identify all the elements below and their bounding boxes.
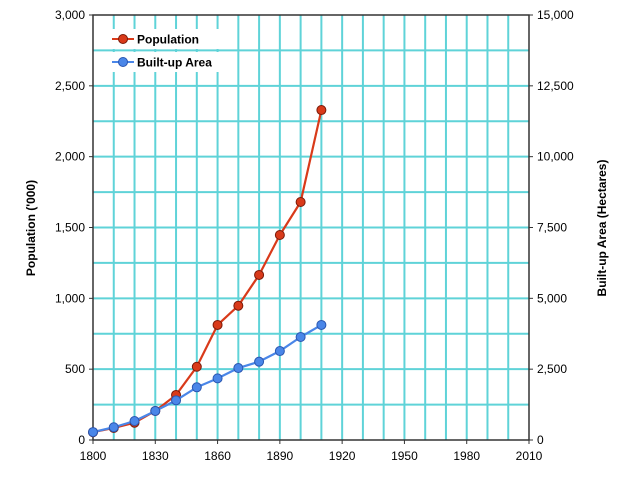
x-tick-label: 1800 [80, 449, 107, 463]
data-point [129, 416, 140, 427]
legend-marker [118, 34, 128, 44]
legend-marker [118, 57, 128, 67]
legend-label: Population [137, 33, 199, 47]
data-point [171, 395, 182, 406]
y-axis-label: Population ('000) [24, 180, 38, 276]
y-tick-label: 0 [78, 433, 85, 447]
legend-bg [110, 52, 235, 72]
data-point [274, 346, 285, 357]
y-tick-label: 500 [65, 362, 85, 376]
y2-tick-label: 2,500 [537, 362, 567, 376]
series-layer [88, 105, 327, 438]
y2-axis-label: Built-up Area (Hectares) [595, 160, 609, 297]
x-tick-label: 1830 [142, 449, 169, 463]
data-point [233, 300, 244, 311]
data-point [274, 230, 285, 241]
data-point [191, 361, 202, 372]
x-tick-label: 1980 [453, 449, 480, 463]
y2-tick-label: 5,000 [537, 291, 567, 305]
y-tick-label: 2,000 [55, 150, 85, 164]
data-point [254, 269, 265, 280]
x-tick-label: 1890 [267, 449, 294, 463]
y2-tick-label: 10,000 [537, 150, 574, 164]
data-point [295, 332, 306, 343]
x-tick-label: 1920 [329, 449, 356, 463]
y-tick-label: 3,000 [55, 8, 85, 22]
legend-label: Built-up Area [137, 56, 212, 70]
data-point [316, 105, 327, 116]
axes: 1800 1830 1860 1890 1920 1950 1980 2010 0 500 1,00… [55, 8, 574, 463]
data-point [88, 427, 98, 438]
y2-tick-label: 7,500 [537, 221, 567, 235]
data-point [316, 319, 327, 330]
y-tick-label: 1,500 [55, 221, 85, 235]
data-point [254, 356, 265, 367]
data-point [233, 363, 244, 374]
data-point [212, 319, 223, 330]
data-point [150, 405, 161, 416]
grid [93, 15, 529, 440]
legend-bg [110, 29, 235, 49]
x-tick-label: 2010 [516, 449, 543, 463]
y2-tick-label: 12,500 [537, 79, 574, 93]
series-line-1 [92, 324, 322, 434]
x-tick-label: 1860 [204, 449, 231, 463]
data-point [191, 382, 202, 393]
y-tick-label: 2,500 [55, 79, 85, 93]
x-tick-label: 1950 [391, 449, 418, 463]
y-tick-label: 1,000 [55, 291, 85, 305]
y2-tick-label: 15,000 [537, 8, 574, 22]
data-point [295, 197, 306, 207]
legend: Population Built-up Area [110, 29, 235, 72]
y2-tick-label: 0 [537, 433, 544, 447]
data-point [108, 422, 119, 433]
data-point [212, 373, 223, 384]
